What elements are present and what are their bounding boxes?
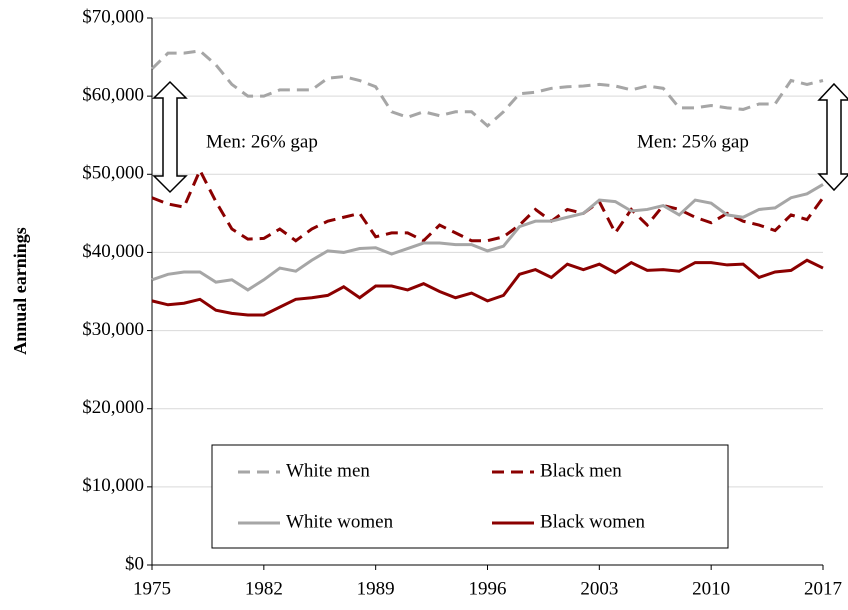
y-tick-label: $60,000	[82, 85, 144, 106]
x-tick-label: 1989	[357, 578, 395, 599]
legend-items: White men Black men White women Black women	[238, 460, 646, 532]
y-tick-label: $20,000	[82, 397, 144, 418]
gap-arrow	[152, 80, 188, 194]
x-tick-label: 1996	[469, 578, 507, 599]
y-tick-label: $30,000	[82, 319, 144, 340]
legend-label: Black women	[540, 511, 646, 532]
legend-label: White men	[286, 460, 370, 481]
series-line	[151, 258, 824, 317]
annotation: Men: 25% gap	[637, 131, 749, 152]
plot	[150, 49, 825, 317]
y-tick-label: $10,000	[82, 475, 144, 496]
x-tick-label: 2017	[804, 578, 842, 599]
series-line	[151, 183, 824, 292]
x-tick-label: 2003	[580, 578, 618, 599]
gap-arrow	[817, 82, 848, 192]
y-tick-label: $40,000	[82, 241, 144, 262]
legend-label: White women	[286, 511, 394, 532]
x-tick-label: 2010	[692, 578, 730, 599]
series-line	[151, 166, 825, 243]
legend-label: Black men	[540, 460, 622, 481]
y-tick-label: $0	[125, 553, 144, 574]
x-tick-label: 1975	[133, 578, 171, 599]
y-tick-label: $50,000	[82, 163, 144, 184]
x-tick-label: 1982	[245, 578, 283, 599]
labels: $0 $10,000 $20,000 $30,000 $40,000 $50,000 $60…	[82, 6, 842, 599]
legend	[211, 444, 729, 549]
series-line	[150, 49, 824, 128]
y-axis-label: Annual earnings	[10, 227, 30, 355]
annotation: Men: 26% gap	[206, 131, 318, 152]
y-tick-label: $70,000	[82, 6, 144, 27]
